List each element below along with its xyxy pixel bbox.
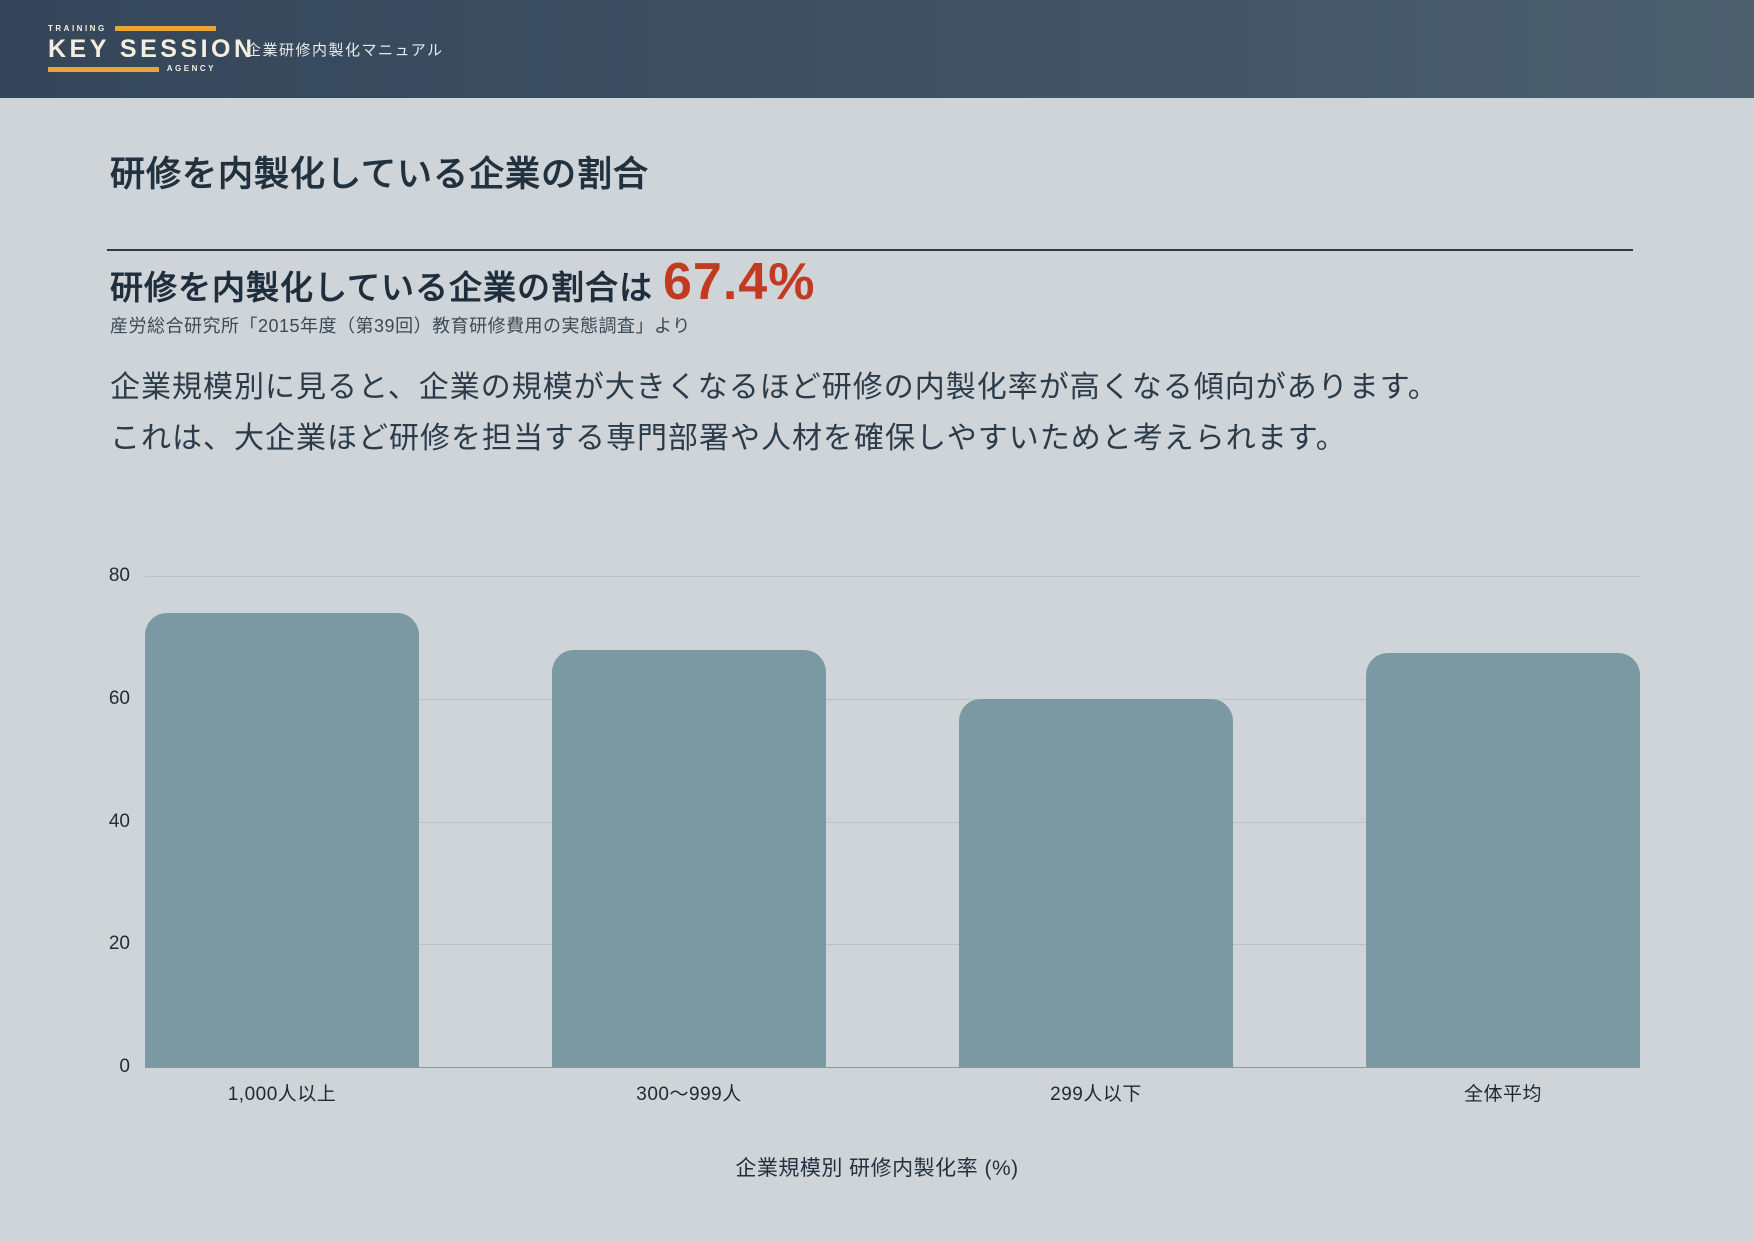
x-tick-label-2: 300～999人 <box>636 1084 742 1105</box>
logo-top-bar <box>114 26 216 32</box>
bar-1 <box>145 612 420 1067</box>
x-tick-label-3: 299人以下 <box>1050 1084 1142 1105</box>
gridline-60 <box>145 698 1640 700</box>
logo-training-label: TRAINING <box>48 23 107 33</box>
chart-y-axis: 0 20 40 60 80 <box>0 565 130 1077</box>
body-line-2: これは、大企業ほど研修を担当する専門部署や人材を確保しやすいためと考えられます。 <box>110 422 1347 455</box>
headline-percentage: 67.4% <box>663 253 816 311</box>
bar-3 <box>958 698 1233 1067</box>
chart-caption: 企業規模別 研修内製化率 (%) <box>735 1157 1019 1180</box>
x-tick-label-1: 1,000人以上 <box>227 1084 337 1105</box>
gridline-40 <box>145 821 1640 823</box>
body-line-1: 企業規模別に見ると、企業の規模が大きくなるほど研修の内製化率が高くなる傾向があり… <box>110 371 1439 404</box>
y-tick-label-0: 0 <box>119 1056 130 1077</box>
chart-x-labels: 1,000人以上 300～999人 299人以下 全体平均 <box>145 1067 1640 1106</box>
logo-top-row: TRAINING <box>48 23 216 33</box>
y-tick-label-60: 60 <box>108 687 130 709</box>
gridline-0 <box>145 1067 1640 1068</box>
logo-agency-label: AGENCY <box>166 64 216 74</box>
logo-bottom-row: AGENCY <box>48 65 216 73</box>
document-title: 企業研修内製化マニュアル <box>246 41 444 59</box>
y-tick-label-40: 40 <box>108 810 130 832</box>
chart-plot <box>145 576 1640 1068</box>
bar-2 <box>551 649 827 1067</box>
y-tick-label-80: 80 <box>108 565 130 586</box>
source-citation: 産労総合研究所「2015年度（第39回）教育研修費用の実態調査」より <box>110 316 691 336</box>
header: TRAINING KEY SESSION AGENCY 企業研修内製化マニュアル <box>0 0 1754 98</box>
logo-name: KEY SESSION <box>48 34 256 63</box>
headline: 研修を内製化している企業の割合は 67.4% <box>110 252 815 312</box>
key-session-logo: TRAINING KEY SESSION AGENCY <box>48 23 256 74</box>
x-tick-label-4: 全体平均 <box>1463 1084 1542 1105</box>
title-divider <box>107 249 1633 251</box>
chart-bars <box>145 576 1640 1067</box>
bar-4 <box>1365 653 1640 1067</box>
page-title: 研修を内製化している企業の割合 <box>110 155 649 194</box>
logo-bottom-bar <box>48 66 159 72</box>
headline-text: 研修を内製化している企業の割合は <box>110 269 654 306</box>
y-tick-label-20: 20 <box>108 933 130 955</box>
body-paragraph: 企業規模別に見ると、企業の規模が大きくなるほど研修の内製化率が高くなる傾向があり… <box>110 362 1510 464</box>
gridline-80 <box>145 576 1640 577</box>
gridline-20 <box>145 944 1640 946</box>
